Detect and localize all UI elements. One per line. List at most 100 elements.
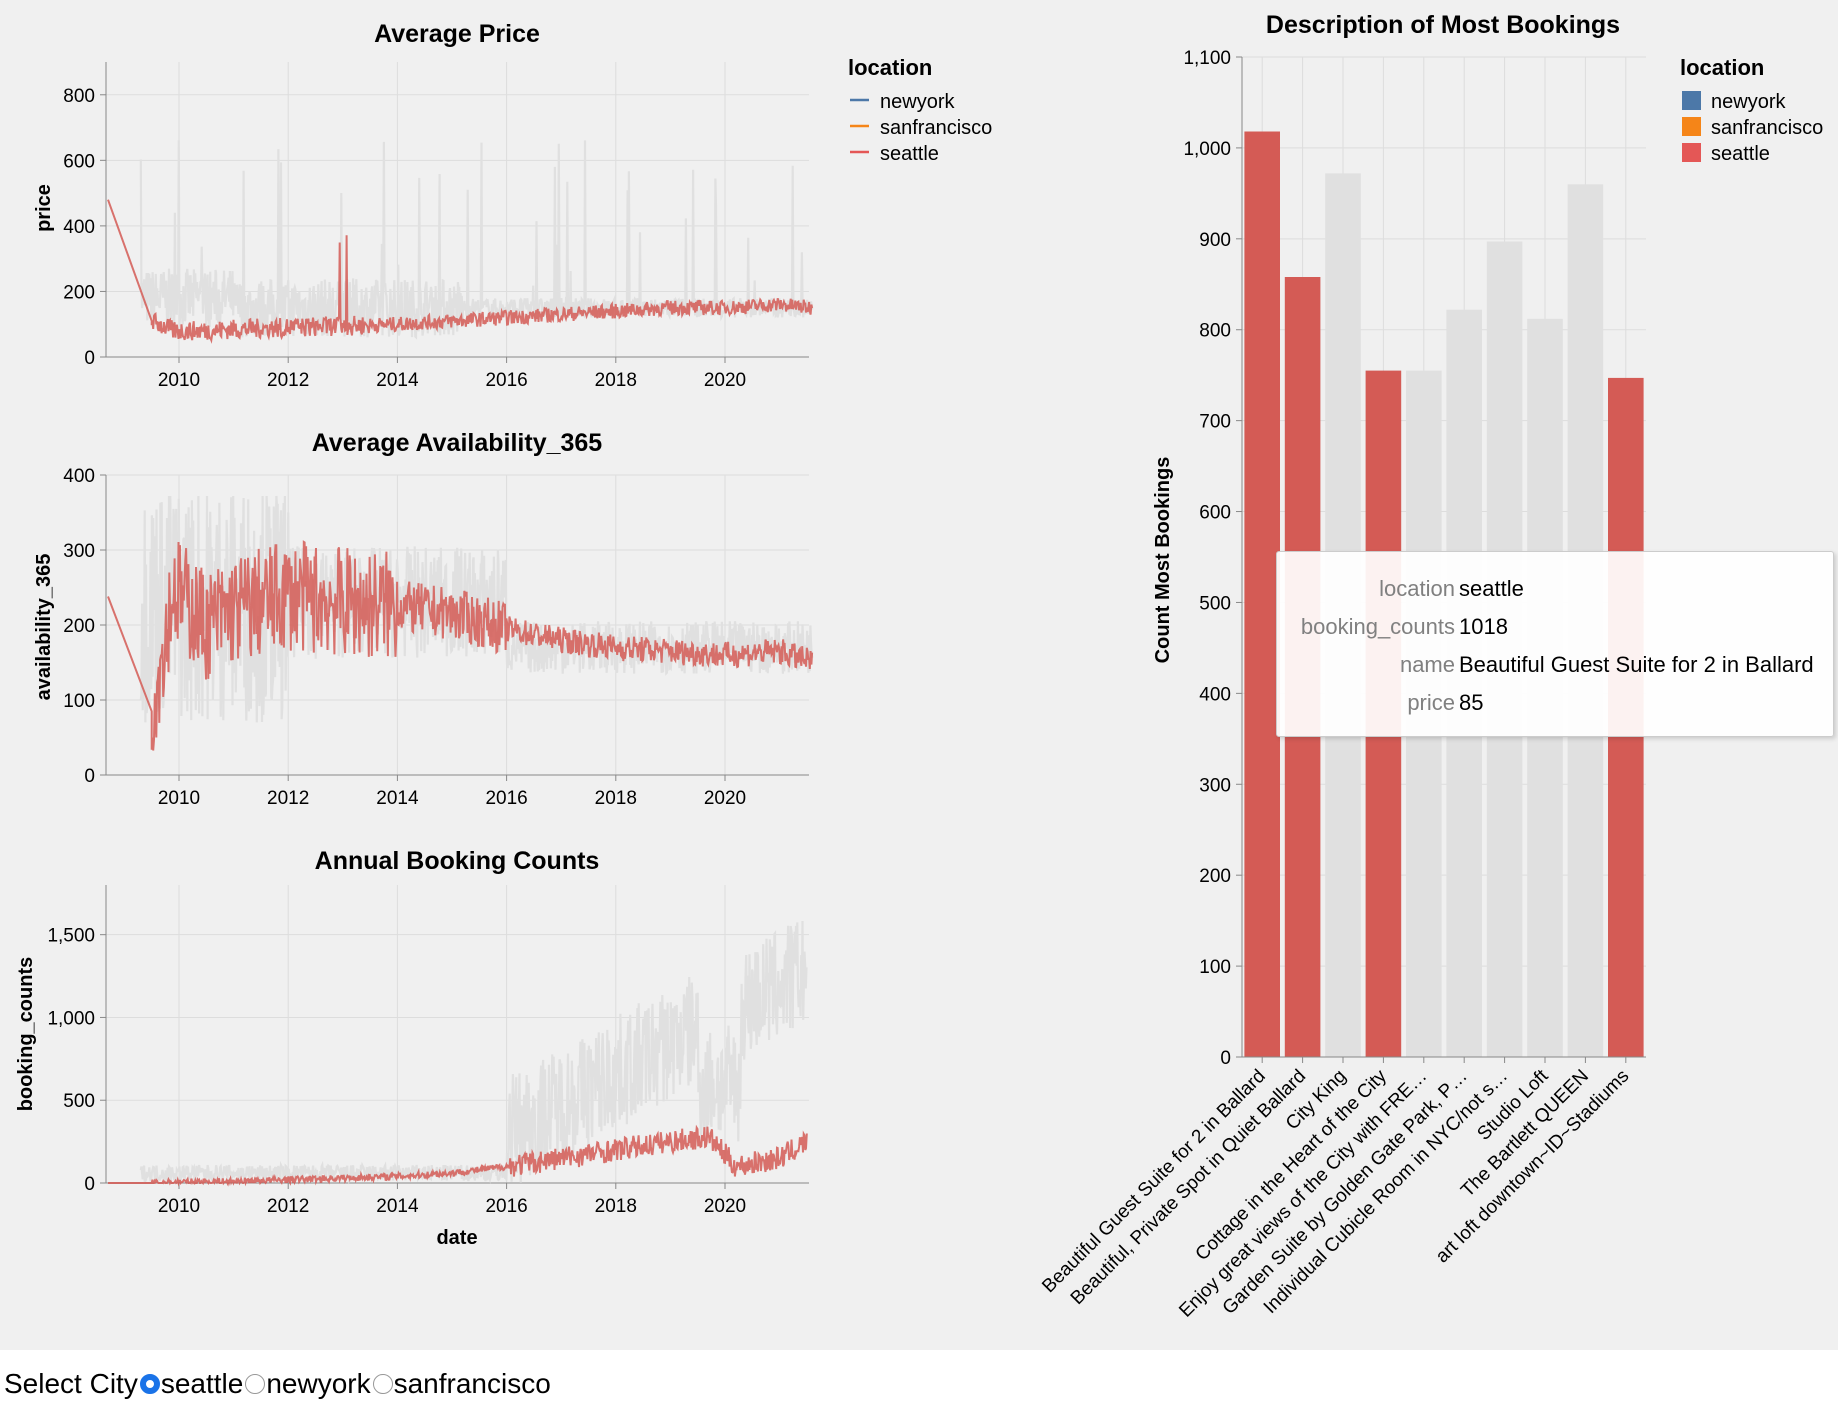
y-axis-label-availability: availability_365 xyxy=(33,554,55,701)
series-line-seattle xyxy=(107,540,814,751)
radio-label-sanfrancisco[interactable]: sanfrancisco xyxy=(393,1368,551,1399)
x-axis-label-date: date xyxy=(436,1227,477,1249)
radio-button-newyork[interactable] xyxy=(245,1374,266,1394)
x-tick-label: 2020 xyxy=(704,788,746,809)
bar-legend-title: location xyxy=(1680,55,1764,80)
y-tick-label: 0 xyxy=(84,348,95,369)
legend-swatch-sanfrancisco xyxy=(1682,117,1701,136)
tooltip-key: booking_counts xyxy=(1300,614,1455,639)
legend-label-sanfrancisco: sanfrancisco xyxy=(1711,117,1823,139)
series-line-seattle xyxy=(108,1124,808,1187)
y-tick-label: 400 xyxy=(63,217,95,238)
tooltip-row-name: name Beautiful Guest Suite for 2 in Balla… xyxy=(1289,646,1818,684)
y-tick-label: 200 xyxy=(63,282,95,303)
legend-label-newyork: newyork xyxy=(880,91,955,113)
radio-button-seattle[interactable] xyxy=(139,1374,160,1394)
x-tick-label: 2016 xyxy=(485,788,527,809)
city-selector: Select City seattle newyork sanfrancisco xyxy=(4,1364,551,1404)
legend-label-newyork: newyork xyxy=(1711,91,1786,113)
radio-label-seattle[interactable]: seattle xyxy=(160,1368,244,1399)
y-tick-label: 100 xyxy=(63,691,95,712)
radio-label-newyork[interactable]: newyork xyxy=(266,1368,371,1399)
y-tick-label: 1,000 xyxy=(1183,139,1231,160)
x-tick-label: 2018 xyxy=(595,1196,637,1217)
y-tick-label: 400 xyxy=(63,466,95,487)
y-tick-label: 100 xyxy=(1199,957,1231,978)
series-line-seattle xyxy=(107,199,814,344)
y-tick-label: 0 xyxy=(84,1174,95,1195)
y-tick-label: 600 xyxy=(1199,503,1231,524)
y-tick-label: 400 xyxy=(1199,684,1231,705)
y-tick-label: 1,100 xyxy=(1183,48,1231,69)
chart-title-most-bookings: Description of Most Bookings xyxy=(1266,11,1620,39)
x-tick-label: 2010 xyxy=(158,1196,200,1217)
y-axis-label-count-most-bookings: Count Most Bookings xyxy=(1152,457,1174,664)
x-tick-label: 2016 xyxy=(485,370,527,391)
x-tick-label: 2012 xyxy=(267,788,309,809)
tooltip-value: seattle xyxy=(1459,576,1524,601)
y-tick-label: 1,500 xyxy=(47,926,95,947)
x-tick-label: 2018 xyxy=(595,788,637,809)
annual-booking-counts-chart: Annual Booking Counts booking_counts dat… xyxy=(15,847,809,1249)
y-tick-label: 200 xyxy=(63,616,95,637)
x-tick-label: 2014 xyxy=(376,370,419,391)
y-tick-label: 300 xyxy=(1199,775,1231,796)
x-tick-label: 2020 xyxy=(704,1196,746,1217)
tooltip-key: name xyxy=(1399,652,1455,677)
x-tick-label: 2020 xyxy=(704,370,746,391)
city-selector-label: Select City xyxy=(4,1368,138,1399)
y-tick-label: 500 xyxy=(1199,593,1231,614)
average-availability-chart: Average Availability_365 availability_36… xyxy=(33,429,814,809)
radio-newyork[interactable]: newyork xyxy=(243,1368,371,1400)
x-tick-label: 2018 xyxy=(595,370,637,391)
legend-label-seattle: seattle xyxy=(1711,143,1770,165)
bar-tooltip: location seattle booking_counts 1018 name B… xyxy=(1276,551,1834,737)
y-tick-label: 700 xyxy=(1199,412,1231,433)
tooltip-value: Beautiful Guest Suite for 2 in Ballard xyxy=(1459,652,1814,677)
y-tick-label: 1,000 xyxy=(47,1008,95,1029)
chart-title-annual-booking-counts: Annual Booking Counts xyxy=(315,847,600,875)
x-tick-label: 2012 xyxy=(267,370,309,391)
legend-swatch-newyork xyxy=(1682,91,1701,110)
y-tick-label: 800 xyxy=(63,86,95,107)
series-line-other-cities xyxy=(139,495,814,723)
series-line-other-cities xyxy=(139,140,814,340)
tooltip-key: price xyxy=(1407,690,1455,715)
tooltip-row-location: location seattle xyxy=(1289,570,1818,608)
legend-swatch-seattle xyxy=(1682,143,1701,162)
legend-label-seattle: seattle xyxy=(880,143,939,165)
tooltip-row-booking-counts: booking_counts 1018 xyxy=(1289,608,1818,646)
average-price-chart: Average Price price 2010 2012 2014 2016 2018… xyxy=(33,20,814,391)
tooltip-key: location xyxy=(1379,576,1455,601)
line-legend: location newyork sanfrancisco seattle xyxy=(848,55,992,165)
x-tick-label: 2010 xyxy=(158,370,200,391)
line-legend-title: location xyxy=(848,55,932,80)
y-tick-label: 600 xyxy=(63,151,95,172)
bar-legend: location newyork sanfrancisco seattle xyxy=(1680,55,1823,165)
x-tick-label: 2014 xyxy=(376,1196,419,1217)
tooltip-value: 85 xyxy=(1459,690,1484,715)
tooltip-row-price: price 85 xyxy=(1289,684,1818,722)
y-tick-label: 500 xyxy=(63,1091,95,1112)
x-tick-label: 2012 xyxy=(267,1196,309,1217)
x-tick-label: 2014 xyxy=(376,788,419,809)
tooltip-value: 1018 xyxy=(1459,614,1508,639)
dashboard-panel: Average Price price 2010 2012 2014 2016 2018… xyxy=(0,0,1838,1350)
y-tick-label: 900 xyxy=(1199,230,1231,251)
y-tick-label: 300 xyxy=(63,541,95,562)
x-tick-label: 2010 xyxy=(158,788,200,809)
x-tick-label: 2016 xyxy=(485,1196,527,1217)
y-axis-label-booking-counts: booking_counts xyxy=(15,957,37,1111)
radio-button-sanfrancisco[interactable] xyxy=(372,1374,393,1394)
chart-title-average-price: Average Price xyxy=(374,20,540,48)
radio-seattle[interactable]: seattle xyxy=(138,1368,244,1400)
y-tick-label: 0 xyxy=(84,766,95,787)
legend-label-sanfrancisco: sanfrancisco xyxy=(880,117,992,139)
y-tick-label: 800 xyxy=(1199,321,1231,342)
y-tick-label: 200 xyxy=(1199,866,1231,887)
y-tick-label: 0 xyxy=(1220,1048,1231,1069)
chart-title-average-availability: Average Availability_365 xyxy=(312,429,603,457)
bar-1 xyxy=(1244,131,1280,1057)
y-axis-label-price: price xyxy=(33,184,55,232)
radio-sanfrancisco[interactable]: sanfrancisco xyxy=(371,1368,551,1400)
